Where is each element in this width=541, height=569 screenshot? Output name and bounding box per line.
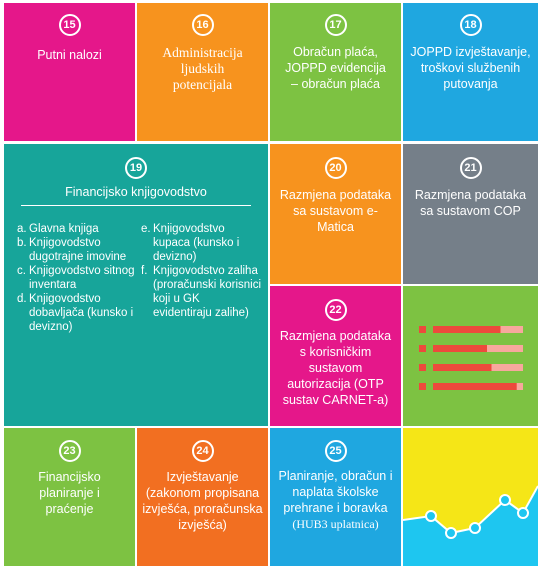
tile-label: Administracija ljudskih potencijala bbox=[162, 45, 243, 92]
tile-obracun-placa[interactable]: 17 Obračun plaća, JOPPD evidencija – obr… bbox=[270, 3, 401, 141]
bullet-square bbox=[419, 364, 426, 371]
list-item-text: Knjigovodstvo sitnog inventara bbox=[29, 265, 135, 291]
tile-otp-carnet[interactable]: 22 Razmjena podataka s korisničkim susta… bbox=[270, 286, 401, 426]
tile-label: Putni nalozi bbox=[37, 48, 102, 62]
tile-label: Planiranje, obračun i naplata školske pr… bbox=[278, 469, 393, 515]
chart-point bbox=[445, 527, 457, 539]
list-item-key: e. bbox=[141, 223, 151, 235]
bar-fill bbox=[433, 364, 492, 371]
list-item-key: a. bbox=[17, 223, 27, 235]
tile-financijsko-knjigovodstvo[interactable]: 19 Financijsko knjigovodstvo a. Glavna kn… bbox=[4, 144, 268, 426]
tile-number-badge: 25 bbox=[324, 440, 347, 462]
tile-administracija[interactable]: 16 Administracija ljudskih potencijala bbox=[137, 3, 268, 141]
list-icon bbox=[419, 326, 523, 390]
tile-number-badge: 23 bbox=[58, 440, 81, 462]
tile-label: Razmjena podataka sa sustavom COP bbox=[414, 188, 527, 218]
tile-number-badge: 22 bbox=[324, 299, 347, 321]
list-item: b. Knjigovodstvo dugotrajne imovine bbox=[17, 236, 135, 264]
list-item: e. Knjigovodstvo kupaca (kunsko i devizno… bbox=[141, 222, 261, 264]
list-item: c. Knjigovodstvo sitnog inventara bbox=[17, 264, 135, 292]
bar-fill bbox=[433, 383, 517, 390]
decorative-chart-tile bbox=[403, 428, 538, 566]
growth-chart-icon bbox=[403, 428, 538, 539]
tile-sublabel: (HUB3 uplatnica) bbox=[292, 517, 379, 531]
tile-label: Obračun plaća, JOPPD evidencija – obraču… bbox=[285, 45, 386, 91]
tile-number-badge: 20 bbox=[324, 157, 347, 179]
item-list-right: e. Knjigovodstvo kupaca (kunsko i devizno… bbox=[141, 222, 261, 320]
decorative-list-tile bbox=[403, 286, 538, 426]
tile-joppd-izvjestavanje[interactable]: 18 JOPPD izvještavanje, troškovi služben… bbox=[403, 3, 538, 141]
list-item: d. Knjigovodstvo dobavljača (kunsko i dev… bbox=[17, 292, 135, 334]
tile-number-badge: 15 bbox=[58, 14, 81, 36]
bullet-square bbox=[419, 345, 426, 352]
tile-cop[interactable]: 21 Razmjena podataka sa sustavom COP bbox=[403, 144, 538, 284]
chart-area bbox=[403, 428, 538, 533]
chart-point bbox=[469, 522, 481, 534]
tile-number-badge: 21 bbox=[459, 157, 482, 179]
list-item: f. Knjigovodstvo zaliha (proračunski kori… bbox=[141, 264, 261, 320]
divider bbox=[21, 205, 251, 206]
list-item-text: Knjigovodstvo zaliha (proračunski korisn… bbox=[153, 265, 262, 319]
chart-point bbox=[499, 494, 511, 506]
chart-point bbox=[517, 507, 529, 519]
tile-label: Razmjena podataka sa sustavom e-Matica bbox=[279, 188, 392, 234]
tile-skolska-prehrana[interactable]: 25 Planiranje, obračun i naplata školske… bbox=[270, 428, 401, 566]
item-list-left: a. Glavna knjiga b. Knjigovodstvo dugotrajn… bbox=[17, 222, 135, 334]
list-item: a. Glavna knjiga bbox=[17, 222, 135, 236]
tile-izvjestavanje[interactable]: 24 Izvještavanje (zakonom propisana izvj… bbox=[137, 428, 268, 566]
list-item-text: Glavna knjiga bbox=[29, 223, 99, 235]
tile-financijsko-planiranje[interactable]: 23 Financijsko planiranje i praćenje bbox=[4, 428, 135, 566]
tile-e-matica[interactable]: 20 Razmjena podataka sa sustavom e-Matic… bbox=[270, 144, 401, 284]
tile-putni-nalozi[interactable]: 15 Putni nalozi bbox=[4, 3, 135, 141]
tile-label: Financijsko planiranje i praćenje bbox=[38, 470, 101, 516]
tile-number-badge: 19 bbox=[125, 157, 147, 179]
list-item-key: b. bbox=[17, 237, 27, 249]
tile-number-badge: 17 bbox=[324, 14, 347, 36]
list-item-text: Knjigovodstvo kupaca (kunsko i devizno) bbox=[153, 223, 240, 263]
tile-label: JOPPD izvještavanje, troškovi službenih … bbox=[410, 45, 531, 91]
list-item-text: Knjigovodstvo dugotrajne imovine bbox=[29, 237, 127, 263]
tile-number-badge: 18 bbox=[459, 14, 482, 36]
list-item-key: d. bbox=[17, 293, 27, 305]
tile-label: Razmjena podataka s korisničkim sustavom… bbox=[279, 329, 392, 407]
tile-label: Izvještavanje (zakonom propisana izvješć… bbox=[142, 470, 263, 532]
tile-number-badge: 24 bbox=[191, 440, 214, 462]
tile-number-badge: 16 bbox=[191, 14, 214, 36]
tile-title: Financijsko knjigovodstvo bbox=[65, 185, 207, 199]
list-item-key: f. bbox=[141, 265, 148, 277]
list-item-key: c. bbox=[17, 265, 26, 277]
list-item-text: Knjigovodstvo dobavljača (kunsko i deviz… bbox=[29, 293, 134, 333]
bar-fill bbox=[433, 345, 487, 352]
bar-fill bbox=[433, 326, 501, 333]
bullet-square bbox=[419, 326, 426, 333]
bullet-square bbox=[419, 383, 426, 390]
chart-point bbox=[425, 510, 437, 522]
